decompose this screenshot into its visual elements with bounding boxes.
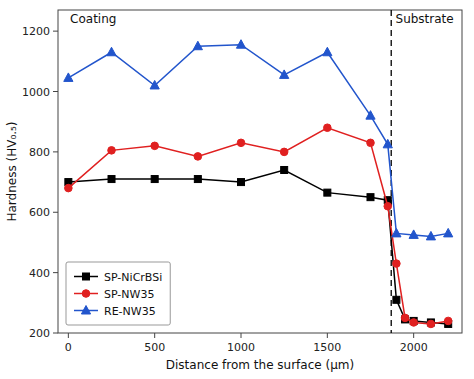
x-tick-label: 1000 <box>227 341 255 354</box>
y-axis-label: Hardness (HV₀.₅) <box>5 121 19 221</box>
data-point <box>444 317 452 325</box>
data-point <box>367 139 375 147</box>
data-point <box>323 47 332 56</box>
y-axis: 200 400 600 800 1000 1200 <box>22 25 58 340</box>
data-point <box>392 228 401 237</box>
data-point <box>444 228 453 237</box>
data-point <box>64 73 73 82</box>
x-tick-label: 2000 <box>400 341 428 354</box>
y-tick <box>53 333 58 334</box>
data-point <box>409 230 418 239</box>
y-tick <box>53 272 58 273</box>
legend-box <box>66 262 170 325</box>
y-tick-label: 600 <box>29 206 50 219</box>
series-line <box>68 45 448 237</box>
data-point <box>237 139 245 147</box>
data-point <box>280 70 289 79</box>
data-point <box>151 176 158 183</box>
annotation: Substrate <box>396 12 454 26</box>
y-tick-label: 400 <box>29 267 50 280</box>
data-point <box>401 314 409 322</box>
data-point <box>427 320 435 328</box>
data-point <box>108 176 115 183</box>
legend-marker <box>83 273 90 280</box>
data-point <box>238 179 245 186</box>
data-point <box>236 40 245 49</box>
y-tick <box>53 91 58 92</box>
y-tick-label: 1000 <box>22 86 50 99</box>
x-tick-label: 0 <box>65 341 72 354</box>
y-tick-label: 1200 <box>22 25 50 38</box>
legend-label: SP-NiCrBSi <box>104 271 162 284</box>
plot-frame <box>58 10 462 333</box>
x-axis: 0 500 1000 1500 2000 <box>65 333 428 354</box>
legend-item: SP-NW35 <box>74 288 154 301</box>
data-point <box>366 111 375 120</box>
data-point <box>393 260 401 268</box>
data-point <box>108 147 116 155</box>
legend: SP-NiCrBSi SP-NW35 RE-NW35 <box>66 262 170 325</box>
data-point <box>107 47 116 56</box>
data-point <box>426 231 435 240</box>
data-point <box>367 194 374 201</box>
data-point <box>65 184 73 192</box>
x-tick-label: 1500 <box>313 341 341 354</box>
legend-marker <box>82 290 90 298</box>
x-tick <box>327 333 328 338</box>
series-line <box>68 128 448 324</box>
legend-label: SP-NW35 <box>104 288 154 301</box>
data-point <box>324 124 332 132</box>
legend-item: SP-NiCrBSi <box>74 271 162 284</box>
legend-label: RE-NW35 <box>104 305 156 318</box>
series <box>65 124 452 328</box>
x-tick <box>241 333 242 338</box>
data-point <box>393 296 400 303</box>
x-axis-label: Distance from the surface (μm) <box>166 358 354 372</box>
data-point <box>150 80 159 89</box>
x-tick <box>413 333 414 338</box>
legend-item: RE-NW35 <box>74 305 156 318</box>
plot-area <box>64 10 453 333</box>
data-point <box>194 176 201 183</box>
data-point <box>324 189 331 196</box>
x-tick <box>154 333 155 338</box>
data-point <box>383 139 392 148</box>
chart: 0 500 1000 1500 2000 200 400 600 800 1000 1200 Dist… <box>0 0 474 379</box>
y-tick <box>53 212 58 213</box>
x-tick-label: 500 <box>144 341 165 354</box>
x-tick <box>68 333 69 338</box>
data-point <box>281 166 288 173</box>
data-point <box>193 41 202 50</box>
y-tick <box>53 31 58 32</box>
data-point <box>280 148 288 156</box>
legend-marker <box>81 306 90 315</box>
data-point <box>384 202 392 210</box>
y-tick <box>53 151 58 152</box>
y-tick-label: 800 <box>29 146 50 159</box>
y-tick-label: 200 <box>29 327 50 340</box>
data-point <box>410 319 418 327</box>
data-point <box>151 142 159 150</box>
series <box>64 40 453 240</box>
annotation: Coating <box>70 12 116 26</box>
data-point <box>194 153 202 161</box>
